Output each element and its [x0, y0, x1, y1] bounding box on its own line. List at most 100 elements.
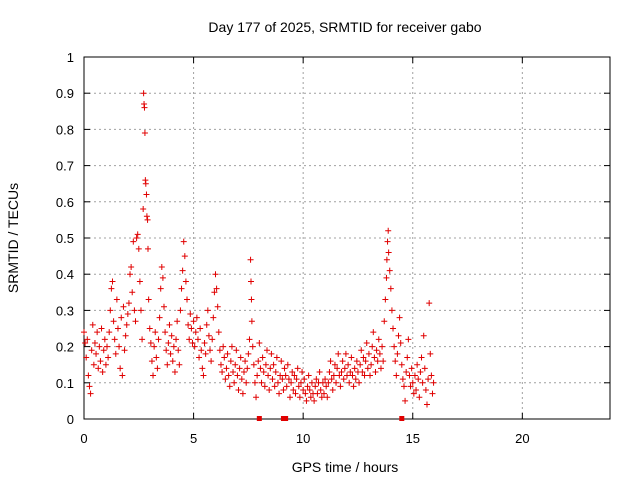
data-point — [188, 325, 195, 332]
data-point — [367, 372, 374, 379]
data-point — [168, 332, 175, 339]
data-point — [423, 401, 430, 408]
data-point — [128, 263, 135, 270]
data-point — [93, 350, 100, 357]
data-point — [207, 347, 214, 354]
data-point — [319, 379, 326, 386]
data-point — [291, 372, 298, 379]
y-tick-label: 0.9 — [56, 86, 74, 101]
data-point — [181, 253, 188, 260]
data-point — [285, 376, 292, 383]
data-point — [84, 336, 91, 343]
data-point — [224, 350, 231, 357]
y-tick-label: 1 — [67, 50, 74, 65]
data-point — [230, 368, 237, 375]
zero-marker — [256, 416, 262, 421]
data-point — [243, 379, 250, 386]
data-point — [267, 365, 274, 372]
data-point — [242, 358, 249, 365]
data-point — [311, 397, 318, 404]
data-point — [264, 347, 271, 354]
data-point — [427, 350, 434, 357]
data-point — [248, 318, 255, 325]
data-point — [169, 358, 176, 365]
data-point — [352, 376, 359, 383]
data-point — [360, 354, 367, 361]
data-point — [105, 354, 112, 361]
y-tick-label: 0.5 — [56, 231, 74, 246]
data-point — [171, 368, 178, 375]
data-point — [416, 394, 423, 401]
x-tick-label: 20 — [515, 431, 529, 446]
data-point — [325, 379, 332, 386]
data-point — [329, 387, 336, 394]
data-point — [86, 383, 93, 390]
data-point — [123, 321, 130, 328]
data-point — [318, 394, 325, 401]
data-point — [217, 361, 224, 368]
data-point — [151, 343, 158, 350]
data-point — [346, 379, 353, 386]
data-point — [111, 336, 118, 343]
zero-marker — [283, 416, 289, 421]
data-point — [301, 376, 308, 383]
data-point — [249, 343, 256, 350]
data-point — [216, 347, 223, 354]
data-point — [153, 354, 160, 361]
data-point — [400, 383, 407, 390]
data-point — [385, 249, 392, 256]
data-point — [392, 358, 399, 365]
x-tick-label: 15 — [406, 431, 420, 446]
data-point — [163, 347, 170, 354]
data-point — [365, 350, 372, 357]
data-point — [368, 361, 375, 368]
data-point — [233, 347, 240, 354]
data-point — [405, 336, 412, 343]
data-point — [288, 379, 295, 386]
data-point — [255, 358, 262, 365]
data-point — [88, 347, 95, 354]
data-point — [430, 379, 437, 386]
data-point — [265, 372, 272, 379]
data-point — [282, 372, 289, 379]
data-point — [239, 390, 246, 397]
data-point — [420, 332, 427, 339]
data-point — [331, 361, 338, 368]
y-axis-label: SRMTID / TECUs — [5, 183, 21, 293]
data-point — [150, 372, 157, 379]
data-point — [222, 376, 229, 383]
data-point — [81, 329, 87, 336]
data-point — [271, 383, 278, 390]
data-point — [226, 383, 233, 390]
data-point — [235, 387, 242, 394]
data-point — [272, 368, 279, 375]
data-point — [402, 397, 409, 404]
data-point — [334, 365, 341, 372]
data-point — [336, 372, 343, 379]
data-point — [137, 307, 144, 314]
data-point — [379, 343, 386, 350]
data-point — [300, 387, 307, 394]
data-point — [131, 307, 138, 314]
data-point — [184, 296, 191, 303]
data-point — [316, 368, 323, 375]
data-point — [132, 318, 139, 325]
data-point — [140, 206, 147, 213]
data-point — [144, 216, 151, 223]
data-point — [196, 354, 203, 361]
data-point — [121, 347, 128, 354]
data-point — [251, 379, 258, 386]
data-point — [357, 361, 364, 368]
data-point — [370, 329, 377, 336]
data-point — [278, 358, 285, 365]
data-point — [261, 383, 268, 390]
data-point — [390, 325, 397, 332]
data-point — [305, 372, 312, 379]
data-point — [146, 325, 153, 332]
data-point — [347, 368, 354, 375]
data-point — [335, 350, 342, 357]
data-point — [274, 379, 281, 386]
data-point — [384, 238, 391, 245]
y-tick-label: 0.2 — [56, 340, 74, 355]
data-point — [330, 372, 337, 379]
